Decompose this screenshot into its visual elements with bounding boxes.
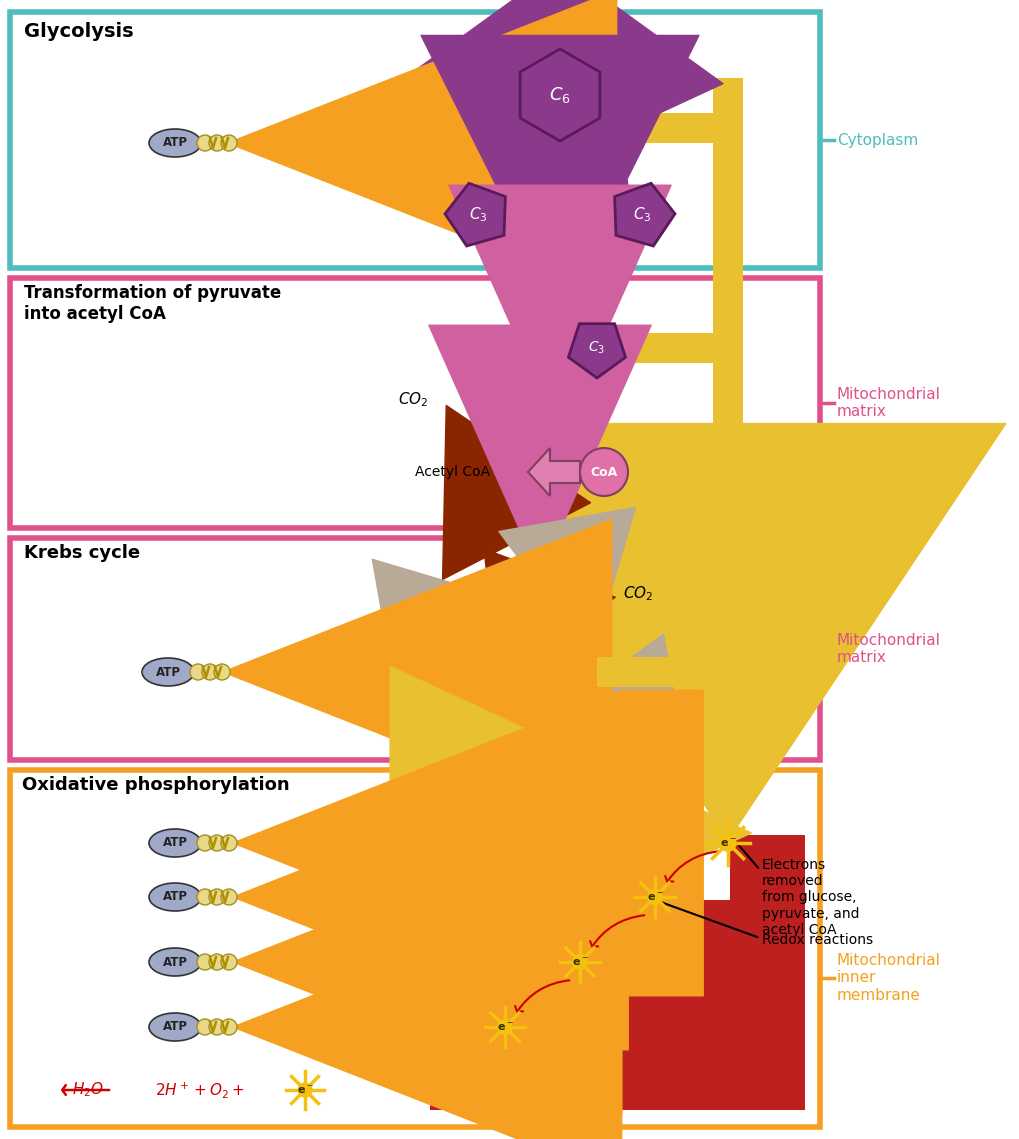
- Circle shape: [221, 835, 236, 851]
- Text: e$^-$: e$^-$: [718, 837, 736, 849]
- Circle shape: [221, 890, 236, 906]
- Circle shape: [221, 136, 236, 151]
- Circle shape: [190, 664, 206, 680]
- Text: Redox reactions: Redox reactions: [761, 933, 872, 947]
- Circle shape: [202, 664, 218, 680]
- Text: Krebs cycle: Krebs cycle: [24, 544, 140, 562]
- Circle shape: [214, 664, 229, 680]
- Text: $H_2O$: $H_2O$: [72, 1081, 104, 1099]
- Polygon shape: [528, 448, 580, 495]
- Circle shape: [209, 1019, 225, 1035]
- Bar: [605, 113, 712, 144]
- Polygon shape: [430, 835, 804, 1111]
- Text: Mitochondrial
matrix: Mitochondrial matrix: [837, 387, 940, 419]
- Text: $C_3$: $C_3$: [632, 206, 650, 224]
- Text: e$^-$: e$^-$: [496, 1022, 513, 1033]
- Text: $C_3$: $C_3$: [469, 206, 487, 224]
- Polygon shape: [614, 183, 675, 246]
- Text: ATP: ATP: [162, 836, 187, 850]
- Circle shape: [197, 136, 213, 151]
- Bar: [627, 333, 712, 363]
- Bar: [596, 657, 712, 687]
- Text: $CO_2$: $CO_2$: [623, 584, 653, 604]
- Text: Transformation of pyruvate
into acetyl CoA: Transformation of pyruvate into acetyl C…: [24, 284, 281, 322]
- Text: ATP: ATP: [162, 891, 187, 903]
- Bar: [712, 77, 742, 813]
- Text: CoA: CoA: [590, 466, 618, 478]
- Ellipse shape: [149, 883, 201, 911]
- Text: Pyruvate: Pyruvate: [499, 341, 561, 355]
- Text: Pyruvate
molecules: Pyruvate molecules: [525, 222, 594, 252]
- Circle shape: [221, 1019, 236, 1035]
- Text: Oxidative phosphorylation: Oxidative phosphorylation: [22, 776, 289, 794]
- Text: e$^-$: e$^-$: [646, 892, 662, 902]
- Circle shape: [646, 890, 662, 906]
- Text: Mitochondrial
inner
membrane: Mitochondrial inner membrane: [837, 953, 940, 1003]
- Circle shape: [209, 136, 225, 151]
- Ellipse shape: [149, 829, 201, 857]
- Circle shape: [209, 890, 225, 906]
- Text: $CO_2$: $CO_2$: [397, 391, 428, 409]
- Circle shape: [298, 1082, 312, 1098]
- Circle shape: [496, 1019, 513, 1035]
- Text: ATP: ATP: [162, 1021, 187, 1033]
- Polygon shape: [568, 323, 625, 378]
- Circle shape: [718, 834, 736, 852]
- Circle shape: [221, 954, 236, 970]
- Text: Glycolysis: Glycolysis: [24, 22, 133, 41]
- Circle shape: [209, 835, 225, 851]
- Text: $C_6$: $C_6$: [548, 85, 571, 105]
- Text: $C_3$: $C_3$: [588, 339, 605, 357]
- FancyBboxPatch shape: [10, 13, 819, 268]
- FancyBboxPatch shape: [10, 538, 819, 760]
- FancyBboxPatch shape: [10, 770, 819, 1126]
- Text: $2H^+ + O_2 +$: $2H^+ + O_2 +$: [155, 1080, 245, 1100]
- Circle shape: [580, 448, 628, 495]
- Text: e$^-$: e$^-$: [297, 1084, 313, 1096]
- Text: e$^-$: e$^-$: [571, 957, 588, 967]
- Text: Glucose: Glucose: [609, 77, 671, 92]
- Text: ATP: ATP: [162, 956, 187, 968]
- Ellipse shape: [142, 658, 194, 686]
- Circle shape: [197, 835, 213, 851]
- Text: ATP: ATP: [155, 665, 180, 679]
- Ellipse shape: [149, 129, 201, 157]
- Text: Electrons
removed
from glucose,
pyruvate, and
acetyl CoA: Electrons removed from glucose, pyruvate…: [761, 858, 859, 936]
- Ellipse shape: [149, 948, 201, 976]
- Circle shape: [197, 1019, 213, 1035]
- Polygon shape: [444, 183, 504, 246]
- Ellipse shape: [149, 1013, 201, 1041]
- Polygon shape: [520, 49, 599, 141]
- Circle shape: [197, 954, 213, 970]
- Circle shape: [197, 890, 213, 906]
- Text: Cytoplasm: Cytoplasm: [837, 132, 917, 147]
- Circle shape: [209, 954, 225, 970]
- Circle shape: [572, 954, 587, 970]
- FancyBboxPatch shape: [10, 278, 819, 528]
- Text: Mitochondrial
matrix: Mitochondrial matrix: [837, 633, 940, 665]
- Text: ATP: ATP: [162, 137, 187, 149]
- Text: Acetyl CoA: Acetyl CoA: [415, 465, 489, 480]
